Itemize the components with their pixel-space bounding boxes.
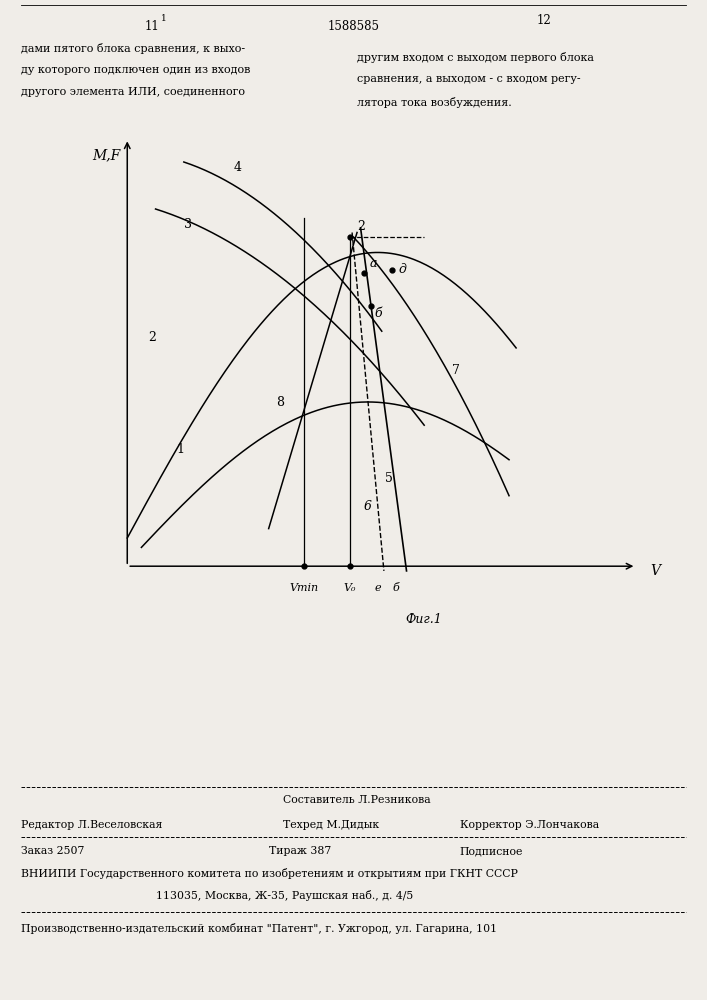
Text: 8: 8 <box>276 396 284 409</box>
Text: 1: 1 <box>177 443 185 456</box>
Text: 1588585: 1588585 <box>327 20 380 33</box>
Text: Производственно-издательский комбинат "Патент", г. Ужгород, ул. Гагарина, 101: Производственно-издательский комбинат "П… <box>21 923 497 934</box>
Text: б: б <box>392 583 399 593</box>
Text: 11: 11 <box>145 20 159 33</box>
Text: 4: 4 <box>233 161 241 174</box>
Text: другого элемента ИЛИ, соединенного: другого элемента ИЛИ, соединенного <box>21 87 245 97</box>
Text: 7: 7 <box>452 363 460 376</box>
Text: Заказ 2507: Заказ 2507 <box>21 846 85 856</box>
Text: другим входом с выходом первого блока: другим входом с выходом первого блока <box>357 52 594 63</box>
Text: M,F: M,F <box>92 148 120 162</box>
Text: Редактор Л.Веселовская: Редактор Л.Веселовская <box>21 820 163 830</box>
Text: 3: 3 <box>184 218 192 231</box>
Text: б: б <box>375 307 382 320</box>
Text: V: V <box>650 564 660 578</box>
Text: е: е <box>375 583 382 593</box>
Text: 12: 12 <box>537 14 551 27</box>
Text: 2: 2 <box>357 220 365 233</box>
Text: ВНИИПИ Государственного комитета по изобретениям и открытиям при ГКНТ СССР: ВНИИПИ Государственного комитета по изоб… <box>21 868 518 879</box>
Text: Фиг.1: Фиг.1 <box>406 613 443 626</box>
Text: дами пятого блока сравнения, к выхо-: дами пятого блока сравнения, к выхо- <box>21 43 245 54</box>
Text: Корректор Э.Лончакова: Корректор Э.Лончакова <box>460 820 599 830</box>
Text: лятора тока возбуждения.: лятора тока возбуждения. <box>357 97 512 108</box>
Text: Техред М.Дидык: Техред М.Дидык <box>283 820 379 830</box>
Text: а: а <box>370 257 378 270</box>
Text: Составитель Л.Резникова: Составитель Л.Резникова <box>283 795 431 805</box>
Text: 1: 1 <box>161 14 167 23</box>
Text: сравнения, а выходом - с входом регу-: сравнения, а выходом - с входом регу- <box>357 74 580 84</box>
Text: Тираж 387: Тираж 387 <box>269 846 331 856</box>
Text: Vmin: Vmin <box>289 583 319 593</box>
Text: Подписное: Подписное <box>460 846 523 856</box>
Text: 2: 2 <box>148 331 156 344</box>
Text: 113035, Москва, Ж-35, Раушская наб., д. 4/5: 113035, Москва, Ж-35, Раушская наб., д. … <box>156 890 413 901</box>
Text: ду которого подключен один из входов: ду которого подключен один из входов <box>21 65 250 75</box>
Text: 6: 6 <box>364 500 372 513</box>
Text: 5: 5 <box>385 472 393 485</box>
Text: д: д <box>398 263 406 276</box>
Text: V₀: V₀ <box>344 583 356 593</box>
